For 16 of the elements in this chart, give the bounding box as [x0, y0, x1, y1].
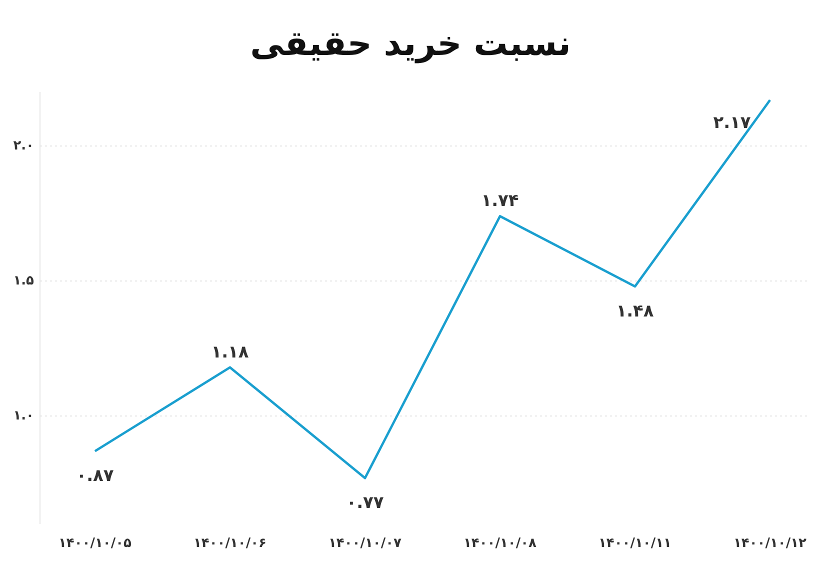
x-tick-label: ۱۴۰۰/۱۰/۰۶ — [194, 536, 266, 551]
data-label: ۱.۱۸ — [211, 342, 250, 362]
x-tick-label: ۱۴۰۰/۱۰/۰۷ — [328, 536, 402, 551]
chart-title: نسبت خرید حقیقی — [250, 24, 571, 64]
yticks[2]: ۲.۰ — [13, 138, 34, 154]
x-tick-label: ۱۴۰۰/۱۰/۱۱ — [598, 536, 672, 551]
data-label: ۰.۷۷ — [346, 493, 384, 514]
x-tick-label: ۱۴۰۰/۱۰/۱۲ — [734, 536, 807, 551]
yticks[0]: ۱.۰ — [13, 408, 34, 424]
data-label: ۱.۷۴ — [481, 191, 519, 212]
data-label: ۰.۸۷ — [76, 466, 114, 486]
data-label: ۱.۴۸ — [616, 301, 654, 322]
yticks[1]: ۱.۵ — [13, 274, 34, 288]
x-tick-label: ۱۴۰۰/۱۰/۰۵ — [58, 536, 132, 551]
x-tick-label: ۱۴۰۰/۱۰/۰۸ — [464, 536, 537, 551]
data-label: ۲.۱۷ — [713, 113, 752, 134]
